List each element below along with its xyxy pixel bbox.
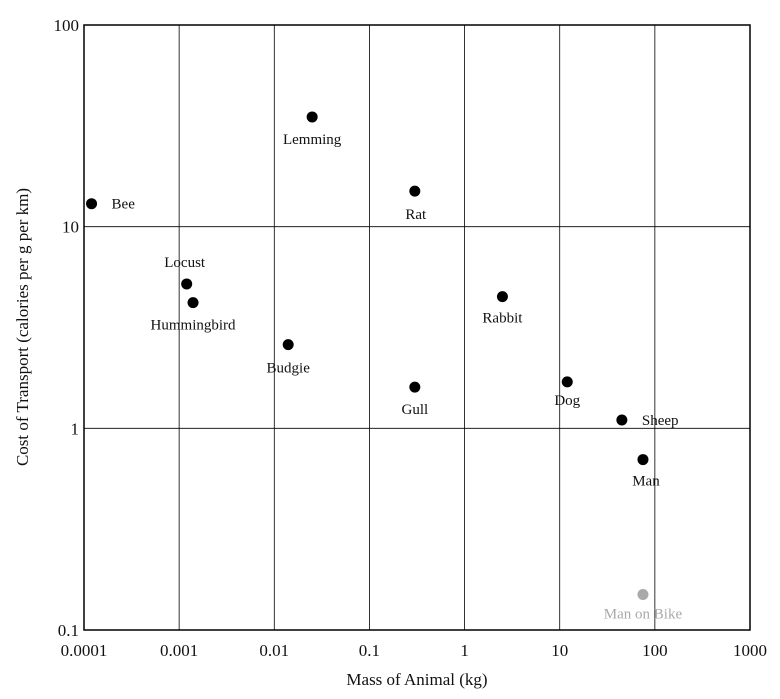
point-gull: [409, 381, 421, 393]
point-rat: [409, 185, 421, 197]
label-gull: Gull: [401, 402, 428, 418]
x-tick-labels: 0.0001 0.001 0.01 0.1 1 10 100 1000: [61, 641, 767, 660]
label-sheep: Sheep: [642, 413, 679, 429]
label-budgie: Budgie: [267, 361, 311, 377]
point-sheep: [616, 414, 628, 426]
label-hummingbird: Hummingbird: [151, 318, 236, 334]
label-rabbit: Rabbit: [482, 311, 523, 327]
point-locust: [181, 278, 193, 290]
label-man: Man: [632, 474, 660, 490]
plot-area-frame: [83, 24, 751, 631]
point-lemming: [306, 111, 318, 123]
x-tick-label: 0.0001: [61, 641, 108, 660]
y-axis-label: Cost of Transport (calories per g per km…: [13, 188, 32, 466]
x-tick-label: 10: [551, 641, 568, 660]
x-tick-label: 0.1: [359, 641, 380, 660]
x-tick-label: 1000: [733, 641, 767, 660]
label-dog: Dog: [554, 393, 580, 409]
point-man: [637, 454, 649, 466]
point-labels: Bee Locust Hummingbird Budgie Lemming Rat Gull…: [112, 132, 683, 623]
point-hummingbird: [187, 297, 199, 309]
x-tick-label: 100: [642, 641, 668, 660]
point-rabbit: [496, 291, 508, 303]
label-rat: Rat: [405, 207, 427, 223]
y-tick-label: 10: [62, 218, 79, 237]
x-tick-label: 0.001: [160, 641, 198, 660]
data-points: [86, 111, 649, 600]
point-bee: [86, 198, 98, 210]
label-bee: Bee: [112, 197, 136, 213]
x-tick-label: 1: [460, 641, 469, 660]
label-man-on-bike: Man on Bike: [604, 606, 683, 622]
y-tick-labels: 0.1 1 10 100: [54, 16, 80, 640]
x-tick-label: 0.01: [259, 641, 289, 660]
point-man-on-bike: [637, 588, 649, 600]
y-tick-label: 0.1: [58, 621, 79, 640]
label-locust: Locust: [164, 255, 206, 271]
y-tick-label: 100: [54, 16, 80, 35]
point-dog: [561, 376, 573, 388]
x-axis-label: Mass of Animal (kg): [346, 670, 487, 689]
label-lemming: Lemming: [283, 132, 342, 148]
point-budgie: [282, 339, 294, 351]
y-tick-label: 1: [71, 419, 80, 438]
